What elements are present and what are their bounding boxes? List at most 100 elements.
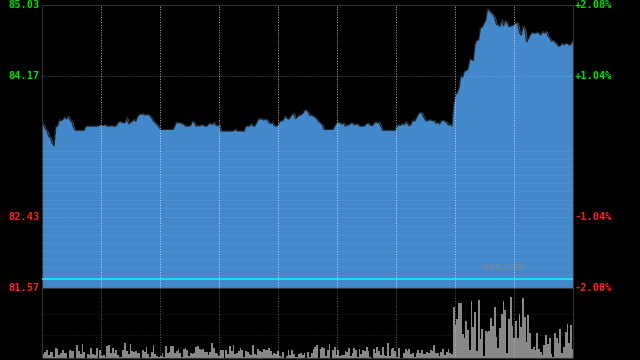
Bar (376, 347, 378, 358)
Bar (128, 354, 129, 358)
Bar (392, 348, 394, 358)
Bar (243, 357, 245, 358)
Bar (446, 352, 447, 358)
Bar (435, 353, 437, 358)
Bar (490, 318, 492, 358)
Bar (515, 321, 517, 358)
Bar (534, 350, 536, 358)
Bar (565, 332, 566, 358)
Bar (76, 345, 78, 358)
Bar (204, 352, 206, 358)
Bar (323, 348, 325, 358)
Bar (541, 355, 543, 358)
Bar (53, 357, 55, 358)
Bar (213, 348, 215, 358)
Bar (332, 350, 334, 358)
Text: +1.04%: +1.04% (575, 71, 612, 81)
Bar (238, 351, 240, 358)
Bar (42, 354, 44, 358)
Bar (124, 343, 126, 358)
Bar (511, 326, 513, 358)
Bar (437, 353, 438, 358)
Bar (357, 357, 359, 358)
Bar (211, 343, 213, 358)
Bar (119, 357, 121, 358)
Bar (303, 353, 305, 358)
Bar (339, 356, 341, 358)
Bar (227, 354, 229, 358)
Bar (264, 350, 266, 358)
Bar (188, 356, 190, 358)
Bar (241, 350, 243, 358)
Bar (78, 351, 80, 358)
Bar (236, 353, 238, 358)
Bar (168, 351, 170, 358)
Bar (449, 352, 451, 358)
Bar (410, 354, 412, 358)
Bar (181, 357, 183, 358)
Bar (307, 352, 309, 358)
Bar (554, 333, 556, 358)
Bar (44, 352, 46, 358)
Bar (302, 355, 303, 358)
Bar (179, 353, 181, 358)
Bar (543, 345, 545, 358)
Bar (350, 356, 351, 358)
Bar (389, 356, 390, 358)
Bar (524, 317, 525, 358)
Bar (387, 343, 389, 358)
Bar (65, 353, 67, 358)
Bar (138, 353, 140, 358)
Bar (311, 353, 312, 358)
Bar (366, 347, 367, 358)
Bar (220, 350, 222, 358)
Bar (271, 355, 273, 358)
Bar (493, 307, 495, 358)
Bar (234, 354, 236, 358)
Bar (501, 314, 502, 358)
Bar (369, 357, 371, 358)
Text: -1.04%: -1.04% (575, 212, 612, 222)
Bar (414, 357, 415, 358)
Bar (83, 352, 85, 358)
Bar (412, 353, 414, 358)
Bar (442, 349, 444, 358)
Bar (536, 333, 538, 358)
Bar (117, 355, 119, 358)
Bar (195, 347, 197, 358)
Bar (273, 354, 275, 358)
Bar (572, 349, 573, 358)
Bar (570, 325, 572, 358)
Bar (406, 351, 408, 358)
Bar (314, 347, 316, 358)
Bar (108, 345, 110, 358)
Bar (94, 355, 96, 358)
Bar (563, 347, 565, 358)
Bar (232, 345, 234, 358)
Bar (312, 349, 314, 358)
Bar (540, 352, 541, 358)
Bar (145, 347, 147, 358)
Bar (422, 354, 424, 358)
Bar (46, 350, 48, 358)
Bar (359, 349, 360, 358)
Bar (438, 356, 440, 358)
Bar (142, 350, 144, 358)
Bar (470, 301, 472, 358)
Bar (177, 349, 179, 358)
Bar (362, 350, 364, 358)
Bar (248, 354, 250, 358)
Bar (405, 349, 406, 358)
Bar (121, 357, 122, 358)
Bar (112, 348, 113, 358)
Bar (199, 349, 200, 358)
Bar (270, 351, 271, 358)
Bar (394, 351, 396, 358)
Bar (200, 350, 202, 358)
Bar (186, 350, 188, 358)
Bar (346, 352, 348, 358)
Bar (316, 345, 318, 358)
Bar (504, 310, 506, 358)
Bar (96, 347, 97, 358)
Bar (293, 354, 295, 358)
